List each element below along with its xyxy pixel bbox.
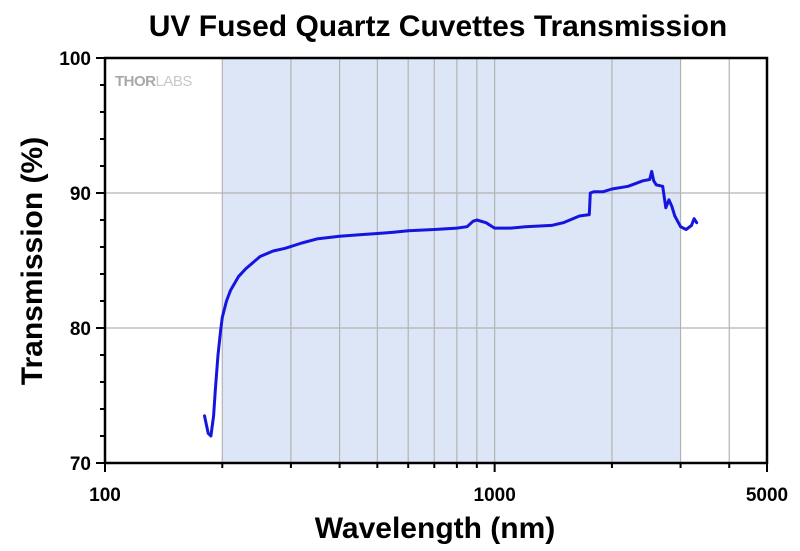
x-axis-label: Wavelength (nm) bbox=[315, 512, 556, 545]
highlight-band-layer bbox=[222, 58, 681, 463]
grid-layer bbox=[105, 58, 767, 463]
thorlabs-watermark: THORLABS bbox=[115, 73, 193, 90]
chart-title: UV Fused Quartz Cuvettes Transmission bbox=[149, 10, 727, 43]
tick-layer: 100 1000 5000 70 80 90 100 bbox=[59, 49, 788, 506]
watermark-bold: THOR bbox=[115, 73, 156, 90]
y-tick-label: 70 bbox=[70, 454, 91, 475]
y-axis-label: Transmission (%) bbox=[16, 137, 49, 385]
transmission-series-line bbox=[203, 169, 699, 438]
x-tick-label: 1000 bbox=[474, 485, 516, 506]
x-tick-label: 5000 bbox=[746, 485, 788, 506]
series-layer bbox=[203, 169, 699, 438]
svg-text:THORLABS: THORLABS bbox=[115, 73, 192, 90]
plot-frame bbox=[103, 56, 769, 465]
y-tick-label: 90 bbox=[70, 184, 91, 205]
y-tick-label: 100 bbox=[59, 49, 91, 70]
y-tick-label: 80 bbox=[70, 319, 91, 340]
highlight-band bbox=[222, 58, 681, 463]
x-tick-label: 100 bbox=[89, 485, 121, 506]
watermark-light: LABS bbox=[156, 73, 193, 90]
